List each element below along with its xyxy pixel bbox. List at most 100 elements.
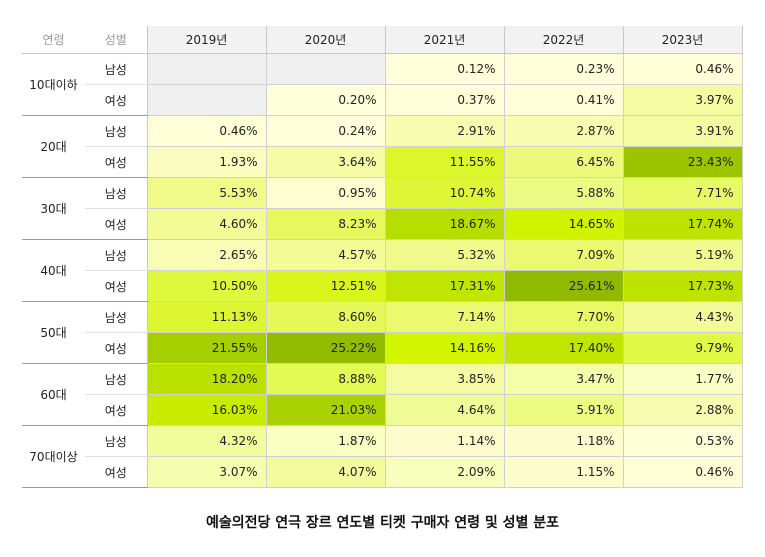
table-row: 60대 남성 18.20% 8.88% 3.85% 3.47% 1.77% — [22, 363, 743, 426]
heatmap-cell: 5.19% — [622, 239, 743, 271]
heatmap-cell: 2.65% — [146, 239, 267, 271]
heatmap-cell: 4.43% — [622, 301, 743, 333]
heatmap-cell — [265, 53, 386, 85]
heatmap-cell: 3.07% — [146, 456, 267, 488]
heatmap-cell: 2.09% — [384, 456, 505, 488]
age-group-label: 50대 — [22, 301, 85, 364]
heatmap-cell: 5.91% — [503, 394, 624, 426]
age-group-label: 60대 — [22, 363, 85, 426]
header-sex: 성별 — [85, 26, 148, 54]
age-group-label: 40대 — [22, 239, 85, 302]
sex-label: 남성 — [85, 301, 148, 333]
heatmap-cell: 5.53% — [146, 177, 267, 209]
heatmap-cell: 23.43% — [622, 146, 743, 178]
heatmap-cell: 25.61% — [503, 270, 624, 302]
heatmap-cell: 1.77% — [622, 363, 743, 395]
heatmap-cell: 8.88% — [265, 363, 386, 395]
sex-label: 남성 — [85, 363, 148, 395]
heatmap-cell: 4.32% — [146, 425, 267, 457]
heatmap-cell: 7.09% — [503, 239, 624, 271]
heatmap-cell: 10.74% — [384, 177, 505, 209]
heatmap-cell: 3.64% — [265, 146, 386, 178]
heatmap-cell: 11.55% — [384, 146, 505, 178]
table-row: 여성 21.55% 25.22% 14.16% 17.40% 9.79% — [22, 332, 743, 364]
sex-label: 여성 — [85, 146, 148, 178]
sex-label: 남성 — [85, 115, 148, 147]
sex-label: 여성 — [85, 332, 148, 364]
heatmap-cell: 3.97% — [622, 84, 743, 116]
table-row: 여성 16.03% 21.03% 4.64% 5.91% 2.88% — [22, 394, 743, 426]
heatmap-cell: 17.74% — [622, 208, 743, 240]
sex-label: 남성 — [85, 177, 148, 209]
heatmap-cell: 21.03% — [265, 394, 386, 426]
table-row: 40대 남성 2.65% 4.57% 5.32% 7.09% 5.19% — [22, 239, 743, 302]
heatmap-cell: 0.53% — [622, 425, 743, 457]
header-year: 2021년 — [384, 26, 505, 54]
heatmap-cell: 8.60% — [265, 301, 386, 333]
table-row: 여성 10.50% 12.51% 17.31% 25.61% 17.73% — [22, 270, 743, 302]
heatmap-cell: 14.16% — [384, 332, 505, 364]
heatmap-cell: 17.40% — [503, 332, 624, 364]
heatmap-cell: 1.87% — [265, 425, 386, 457]
heatmap-cell: 0.12% — [384, 53, 505, 85]
heatmap-cell: 2.91% — [384, 115, 505, 147]
heatmap-cell: 8.23% — [265, 208, 386, 240]
heatmap-cell: 0.23% — [503, 53, 624, 85]
table-row: 여성 0.20% 0.37% 0.41% 3.97% — [22, 84, 743, 116]
table-row: 여성 1.93% 3.64% 11.55% 6.45% 23.43% — [22, 146, 743, 178]
table-row: 20대 남성 0.46% 0.24% 2.91% 2.87% 3.91% — [22, 115, 743, 178]
heatmap-cell: 0.41% — [503, 84, 624, 116]
sex-label: 여성 — [85, 456, 148, 488]
heatmap-cell: 4.64% — [384, 394, 505, 426]
header-row: 연령 성별 2019년 2020년 2021년 2022년 2023년 — [22, 26, 743, 54]
heatmap-cell: 0.37% — [384, 84, 505, 116]
age-group-label: 20대 — [22, 115, 85, 178]
heatmap-cell — [146, 84, 267, 116]
heatmap-cell: 0.20% — [265, 84, 386, 116]
heatmap-cell: 18.20% — [146, 363, 267, 395]
heatmap-cell: 2.88% — [622, 394, 743, 426]
sex-label: 여성 — [85, 84, 148, 116]
sex-label: 남성 — [85, 239, 148, 271]
heatmap-cell: 18.67% — [384, 208, 505, 240]
sex-label: 여성 — [85, 394, 148, 426]
table-row: 50대 남성 11.13% 8.60% 7.14% 7.70% 4.43% — [22, 301, 743, 364]
heatmap-cell: 7.70% — [503, 301, 624, 333]
heatmap-cell: 14.65% — [503, 208, 624, 240]
heatmap-cell — [146, 53, 267, 85]
heatmap-cell: 1.15% — [503, 456, 624, 488]
sex-label: 남성 — [85, 425, 148, 457]
heatmap-cell: 3.91% — [622, 115, 743, 147]
heatmap-cell: 5.32% — [384, 239, 505, 271]
heatmap-cell: 0.24% — [265, 115, 386, 147]
heatmap-cell: 4.60% — [146, 208, 267, 240]
table-row: 70대이상 남성 4.32% 1.87% 1.14% 1.18% 0.53% — [22, 425, 743, 488]
heatmap-cell: 3.85% — [384, 363, 505, 395]
header-year: 2020년 — [265, 26, 386, 54]
heatmap-table: 연령 성별 2019년 2020년 2021년 2022년 2023년 10대이… — [22, 26, 743, 488]
heatmap-cell: 0.46% — [622, 53, 743, 85]
heatmap-cell: 7.71% — [622, 177, 743, 209]
sex-label: 여성 — [85, 208, 148, 240]
heatmap-cell: 4.57% — [265, 239, 386, 271]
table-row: 10대이하 남성 0.12% 0.23% 0.46% — [22, 53, 743, 116]
header-year: 2023년 — [622, 26, 743, 54]
heatmap-cell: 11.13% — [146, 301, 267, 333]
heatmap-cell: 1.14% — [384, 425, 505, 457]
table-row: 여성 4.60% 8.23% 18.67% 14.65% 17.74% — [22, 208, 743, 240]
heatmap-cell: 4.07% — [265, 456, 386, 488]
header-year: 2019년 — [146, 26, 267, 54]
heatmap-cell: 17.31% — [384, 270, 505, 302]
heatmap-cell: 0.95% — [265, 177, 386, 209]
chart-title: 예술의전당 연극 장르 연도별 티켓 구매자 연령 및 성별 분포 — [206, 515, 559, 531]
age-group-label: 10대이하 — [22, 53, 85, 116]
heatmap-cell: 1.93% — [146, 146, 267, 178]
heatmap-cell: 7.14% — [384, 301, 505, 333]
sex-label: 여성 — [85, 270, 148, 302]
heatmap-cell: 21.55% — [146, 332, 267, 364]
heatmap-cell: 16.03% — [146, 394, 267, 426]
heatmap-cell: 1.18% — [503, 425, 624, 457]
heatmap-cell: 9.79% — [622, 332, 743, 364]
heatmap-cell: 0.46% — [146, 115, 267, 147]
